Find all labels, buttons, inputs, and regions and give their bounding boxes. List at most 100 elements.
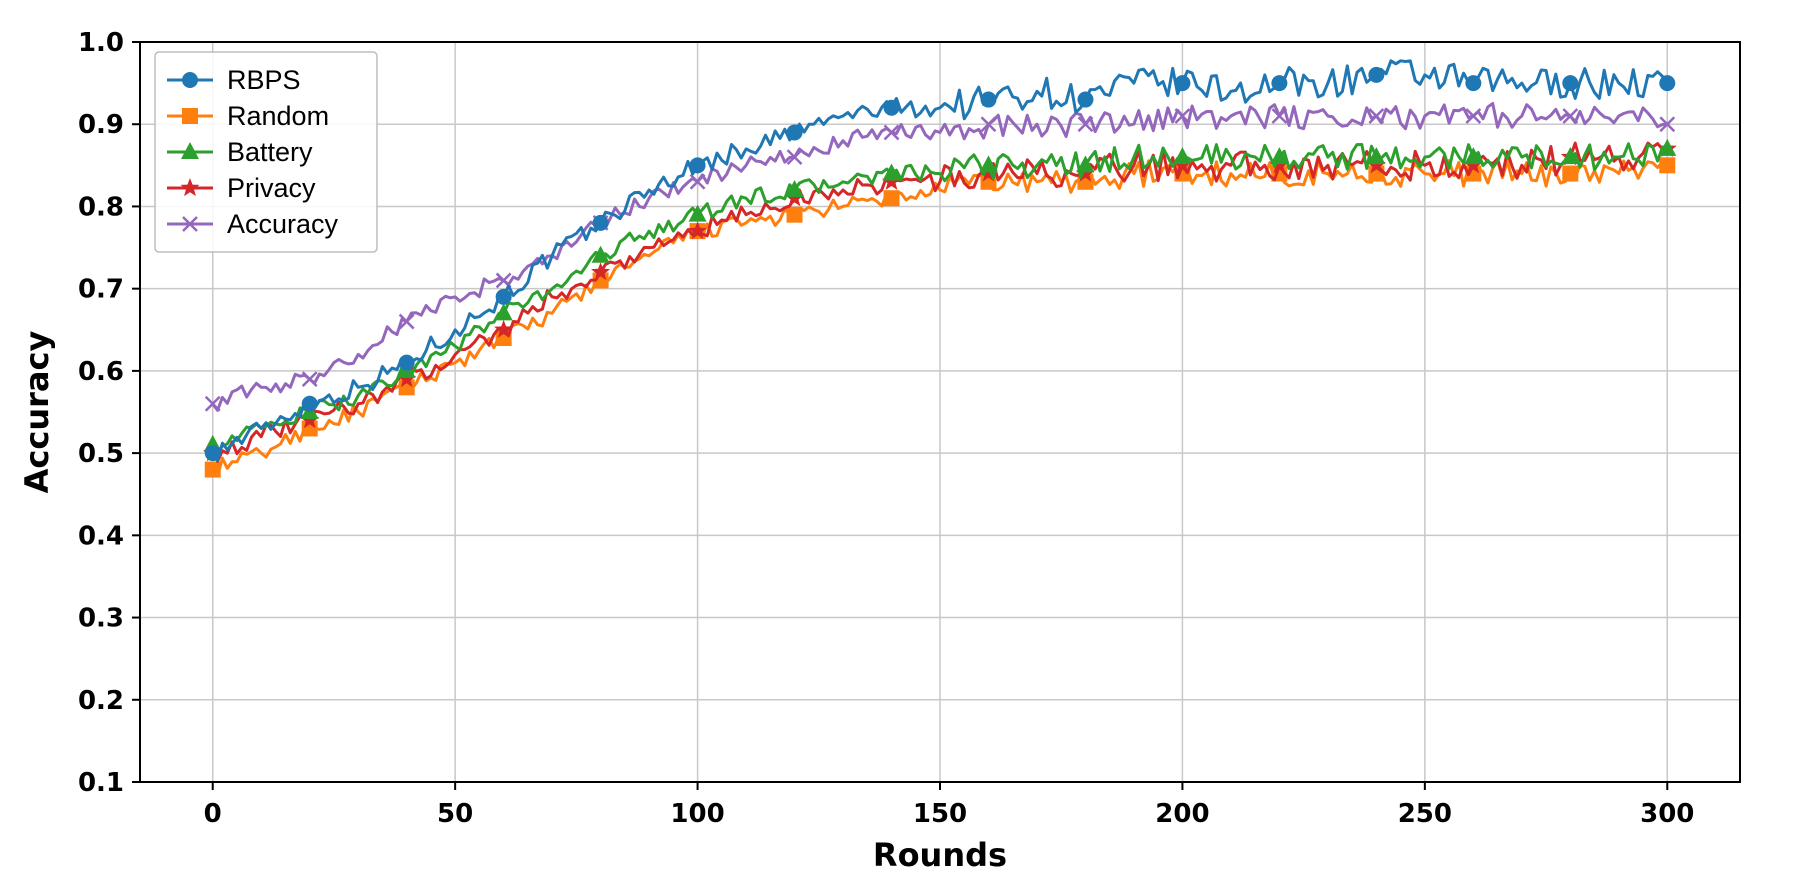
data-point-accuracy bbox=[204, 395, 221, 412]
data-point-random bbox=[883, 190, 900, 207]
data-point-privacy bbox=[591, 262, 611, 281]
y-tick-label: 0.7 bbox=[78, 275, 124, 305]
data-point-accuracy bbox=[1271, 108, 1288, 124]
legend: RBPS Random Battery Privacy Accuracy bbox=[154, 51, 378, 253]
data-point-battery bbox=[591, 245, 610, 263]
series-battery bbox=[203, 138, 1677, 453]
data-point-privacy bbox=[1463, 155, 1483, 174]
legend-label: Random bbox=[227, 101, 329, 131]
y-tick-label: 1.0 bbox=[78, 28, 124, 58]
x-tick-label: 250 bbox=[1398, 799, 1452, 829]
x-tick-label: 50 bbox=[437, 799, 473, 829]
data-point-privacy bbox=[882, 171, 901, 190]
data-point-privacy bbox=[1269, 155, 1289, 174]
data-point-accuracy bbox=[301, 371, 318, 387]
data-point-privacy bbox=[785, 188, 805, 207]
legend-swatch-marker bbox=[182, 216, 198, 232]
data-point-battery bbox=[1464, 147, 1483, 165]
data-point-rbps bbox=[1368, 66, 1385, 83]
series-lines bbox=[203, 59, 1677, 478]
legend-item-battery: Battery bbox=[167, 137, 313, 167]
y-tick-label: 0.3 bbox=[78, 604, 124, 634]
data-point-random bbox=[786, 206, 803, 223]
y-tick-label: 0.6 bbox=[78, 357, 124, 387]
legend-label: Accuracy bbox=[227, 209, 339, 239]
legend-item-privacy: Privacy bbox=[167, 173, 316, 203]
legend-item-rbps: RBPS bbox=[167, 65, 301, 95]
legend-swatch-marker bbox=[180, 178, 200, 197]
y-tick-label: 0.4 bbox=[78, 521, 124, 551]
y-axis-title: Accuracy bbox=[18, 331, 56, 494]
data-point-rbps bbox=[495, 288, 512, 305]
data-point-privacy bbox=[1075, 163, 1095, 182]
y-tick-label: 0.8 bbox=[78, 192, 124, 222]
legend-swatch-marker bbox=[181, 142, 199, 159]
data-point-accuracy bbox=[1465, 108, 1482, 124]
data-point-rbps bbox=[1271, 75, 1288, 92]
data-point-battery bbox=[882, 163, 901, 181]
legend-label: Privacy bbox=[227, 173, 316, 203]
data-point-rbps bbox=[1562, 75, 1579, 92]
legend-label: RBPS bbox=[227, 65, 301, 95]
data-point-accuracy bbox=[1659, 116, 1676, 133]
data-point-accuracy bbox=[1077, 116, 1094, 133]
x-tick-label: 200 bbox=[1155, 799, 1209, 829]
data-point-battery bbox=[1658, 138, 1677, 156]
data-point-privacy bbox=[1366, 155, 1386, 174]
data-point-battery bbox=[1561, 147, 1580, 165]
legend-item-accuracy: Accuracy bbox=[167, 209, 339, 239]
data-point-accuracy bbox=[786, 149, 803, 165]
data-point-rbps bbox=[980, 91, 997, 108]
y-tick-label: 0.2 bbox=[78, 686, 124, 716]
data-point-accuracy bbox=[398, 313, 415, 330]
data-point-rbps bbox=[883, 99, 900, 116]
data-point-rbps bbox=[301, 395, 318, 412]
data-point-rbps bbox=[1465, 75, 1482, 92]
x-tick-label: 150 bbox=[913, 799, 967, 829]
data-point-rbps bbox=[398, 354, 415, 371]
data-point-privacy bbox=[688, 221, 708, 240]
data-point-random bbox=[204, 461, 221, 478]
tick-labels: 0 50 100 150 200 250 300 0.1 0.2 0.3 0.4 0.5 0.6 0.7 0… bbox=[78, 28, 1694, 829]
data-point-random bbox=[1659, 157, 1676, 174]
data-point-rbps bbox=[786, 124, 803, 141]
data-point-accuracy bbox=[1368, 108, 1385, 124]
series-rbps bbox=[204, 59, 1676, 462]
series-line-rbps bbox=[211, 59, 1669, 462]
data-point-battery bbox=[688, 204, 707, 222]
series-line-random bbox=[211, 159, 1669, 478]
data-point-accuracy bbox=[1562, 108, 1579, 124]
data-point-rbps bbox=[1077, 91, 1094, 108]
series-line-battery bbox=[211, 142, 1668, 453]
series-line-privacy bbox=[211, 141, 1668, 463]
series-line-accuracy bbox=[211, 101, 1668, 412]
series-accuracy bbox=[204, 101, 1676, 412]
x-tick-label: 100 bbox=[670, 799, 724, 829]
data-point-battery bbox=[494, 303, 513, 321]
legend-item-random: Random bbox=[167, 101, 329, 131]
data-point-rbps bbox=[592, 214, 609, 231]
data-point-rbps bbox=[1659, 75, 1676, 92]
y-tick-label: 0.5 bbox=[78, 439, 124, 469]
x-axis-title: Rounds bbox=[873, 836, 1007, 874]
data-point-privacy bbox=[494, 319, 514, 338]
legend-box bbox=[154, 51, 378, 253]
data-point-random bbox=[1562, 165, 1579, 182]
data-point-accuracy bbox=[1174, 108, 1191, 124]
data-point-battery bbox=[1367, 147, 1386, 165]
data-point-rbps bbox=[1174, 75, 1191, 92]
data-point-battery bbox=[1270, 147, 1289, 165]
y-tick-label: 0.1 bbox=[78, 768, 124, 798]
data-point-privacy bbox=[397, 369, 417, 388]
data-point-accuracy bbox=[689, 173, 706, 190]
data-point-rbps bbox=[689, 157, 706, 174]
data-point-privacy bbox=[979, 163, 998, 182]
data-point-battery bbox=[785, 180, 804, 197]
data-point-privacy bbox=[300, 410, 320, 429]
data-point-accuracy bbox=[883, 124, 900, 141]
data-point-battery bbox=[1173, 147, 1192, 165]
x-tick-label: 300 bbox=[1640, 799, 1694, 829]
data-point-rbps bbox=[204, 445, 221, 462]
legend-swatch-marker bbox=[182, 108, 198, 124]
